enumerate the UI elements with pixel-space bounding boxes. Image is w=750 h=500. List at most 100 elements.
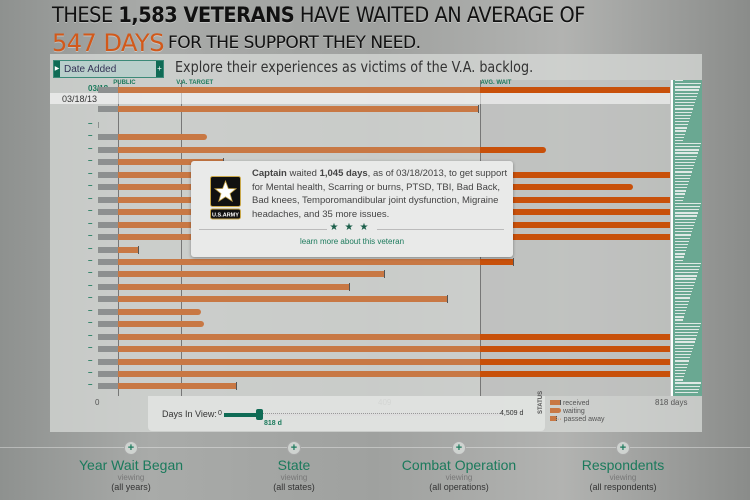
plus-icon[interactable]: +: [452, 441, 466, 455]
minimap-stripe: [675, 183, 688, 186]
bar-public-segment: [98, 184, 119, 191]
bar-public-segment: [98, 333, 119, 340]
filter-year-wait-began[interactable]: + Year Wait Began viewing (all years): [31, 441, 231, 492]
minimap-stripe: [675, 218, 696, 220]
minimap-stripe: [675, 322, 701, 324]
minimap-stripe: [675, 117, 690, 120]
minimap-scrollbar[interactable]: [671, 80, 702, 396]
minimap-stripe: [675, 291, 692, 293]
headline-text: HAVE WAITED AN AVERAGE OF: [294, 3, 585, 27]
row-label: –: [88, 119, 93, 128]
received-tick: [349, 282, 351, 291]
minimap-stripe: [675, 341, 695, 343]
row-label: –: [88, 343, 93, 353]
minimap-stripe: [675, 133, 685, 135]
minimap-stripe: [675, 269, 699, 271]
row-label: –: [88, 293, 93, 303]
plus-icon[interactable]: +: [616, 441, 630, 455]
minimap-stripe: [675, 335, 697, 337]
tooltip-text-part: waited: [286, 168, 320, 179]
minimap-stripe: [675, 237, 690, 239]
minimap-stripe: [675, 306, 687, 309]
bar-public-segment: [98, 283, 119, 290]
minimap-stripe: [675, 124, 688, 126]
filter-viewing-label: viewing: [117, 473, 145, 482]
legend-waiting: waiting: [562, 408, 585, 415]
minimap-stripe: [675, 325, 700, 327]
bar-over-average-segment: [480, 358, 670, 365]
minimap-stripe: [675, 149, 699, 151]
minimap-stripe: [675, 136, 684, 138]
bar-over-average-segment: [480, 333, 670, 340]
minimap-stripe: [675, 143, 701, 145]
legend-passed-away: passed away: [563, 416, 605, 423]
minimap-stripe: [675, 146, 700, 148]
filter-title: State: [277, 457, 311, 473]
days-in-view-slider: Days In View: 0 4,509 d 818 d: [148, 396, 545, 431]
received-tick: [446, 295, 448, 304]
bar-over-average-segment: [480, 371, 670, 377]
bar-received-segment: [118, 371, 481, 377]
minimap-stripe: [675, 105, 694, 107]
sort-dropdown[interactable]: ▶ Date Added +: [53, 60, 164, 78]
filter-state[interactable]: + State viewing (all states): [194, 441, 394, 492]
minimap-stripe: [675, 243, 688, 246]
plus-icon[interactable]: +: [156, 61, 163, 77]
bar-received-segment: [118, 159, 224, 166]
bar-public-segment: [98, 122, 100, 128]
minimap-stripe: [675, 366, 687, 368]
minimap-stripe: [675, 98, 696, 101]
minimap-stripe: [675, 114, 691, 116]
row-label: –: [88, 318, 93, 328]
filter-divider: [0, 447, 750, 448]
bar-public-segment: [98, 246, 119, 253]
minimap-stripe: [675, 275, 697, 277]
minimap-stripe: [675, 376, 684, 378]
minimap-stripe: [675, 111, 692, 113]
sort-dropdown-value: Date Added: [64, 63, 117, 75]
row-label: –: [88, 143, 93, 153]
bar-over-average-segment: [480, 258, 514, 265]
minimap-stripe: [675, 294, 691, 296]
plus-icon[interactable]: +: [124, 441, 138, 455]
bar-received-segment: [118, 321, 205, 328]
bar-received-segment: [118, 346, 481, 353]
filter-viewing-label: viewing: [280, 473, 308, 482]
minimap-stripe: [675, 256, 684, 258]
minimap-stripe: [675, 130, 686, 132]
bar-public-segment: [98, 171, 119, 178]
bar-public-segment: [98, 221, 119, 228]
slider-value: 818 d: [264, 420, 282, 427]
bar-public-segment: [98, 296, 119, 303]
minimap-stripe: [675, 89, 699, 91]
learn-more-link[interactable]: learn more about this veteran: [299, 237, 405, 246]
filter-combat-operation[interactable]: + Combat Operation viewing (all operations): [359, 441, 559, 492]
minimap-stripe: [675, 228, 693, 230]
bar-received-segment: [118, 283, 350, 290]
marker-label-0: PUBLIC: [113, 80, 136, 86]
minimap-stripe: [675, 193, 685, 195]
legend-received: received: [562, 400, 590, 407]
minimap-stripe: [675, 385, 700, 387]
minimap-stripe: [675, 127, 687, 129]
minimap-stripe: [675, 171, 692, 173]
slider-track[interactable]: [224, 409, 500, 420]
minimap-stripe: [675, 354, 691, 356]
bar-public-segment: [98, 358, 119, 365]
minimap-stripe: [675, 281, 695, 283]
bar-public-segment: [98, 321, 119, 328]
x-tick-0: 0: [95, 398, 100, 407]
minimap-stripe: [675, 250, 686, 252]
filter-respondents[interactable]: + Respondents viewing (all respondents): [523, 441, 723, 492]
row-label: –: [88, 330, 93, 340]
plus-icon[interactable]: +: [287, 441, 301, 455]
slider-handle[interactable]: [256, 409, 264, 420]
veteran-count: 1,583 VETERANS: [118, 3, 295, 27]
minimap-stripe: [675, 102, 695, 104]
us-army-logo: U.S.ARMY: [210, 176, 241, 220]
bar-received-segment: [118, 271, 384, 278]
bar-received-segment: [118, 258, 481, 265]
minimap-stripe: [675, 80, 683, 82]
row-label: –: [88, 181, 93, 191]
minimap-stripe: [675, 357, 690, 359]
